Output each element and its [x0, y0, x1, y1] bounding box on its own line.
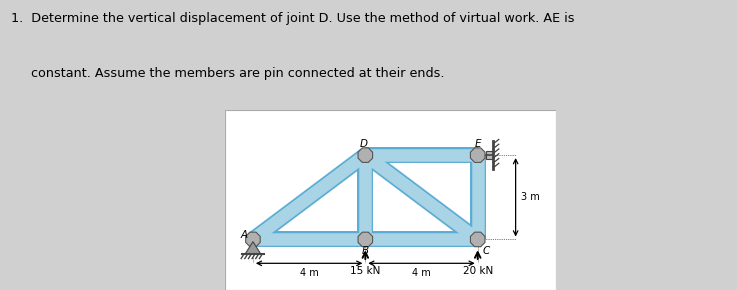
- FancyBboxPatch shape: [486, 151, 493, 160]
- Polygon shape: [358, 148, 373, 162]
- Text: 1.  Determine the vertical displacement of joint D. Use the method of virtual wo: 1. Determine the vertical displacement o…: [11, 12, 575, 25]
- Text: 20 kN: 20 kN: [463, 266, 493, 276]
- Text: A: A: [241, 230, 248, 240]
- Polygon shape: [470, 148, 485, 162]
- FancyBboxPatch shape: [225, 110, 556, 290]
- Text: C: C: [483, 246, 490, 256]
- Polygon shape: [245, 242, 261, 254]
- Polygon shape: [358, 232, 373, 247]
- Text: 15 kN: 15 kN: [350, 266, 380, 276]
- Polygon shape: [245, 232, 260, 247]
- Text: D: D: [360, 139, 368, 149]
- Text: E: E: [475, 139, 481, 149]
- Polygon shape: [470, 232, 485, 247]
- Text: 3 m: 3 m: [520, 192, 539, 202]
- Text: 4 m: 4 m: [300, 268, 318, 278]
- Text: B: B: [362, 246, 369, 256]
- Text: constant. Assume the members are pin connected at their ends.: constant. Assume the members are pin con…: [11, 67, 444, 80]
- Text: 4 m: 4 m: [412, 268, 431, 278]
